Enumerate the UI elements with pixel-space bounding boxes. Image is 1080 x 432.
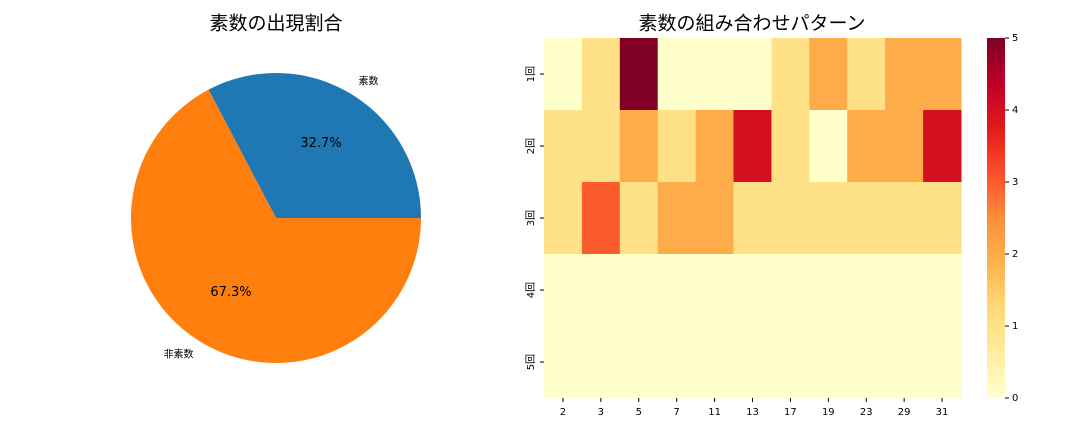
heatmap-cell [809,326,848,399]
colorbar-tick-label: 1 [1012,321,1018,332]
heatmap-cell [885,110,924,183]
x-tick-label: 13 [746,407,759,418]
y-tick-label: 1回 [525,66,537,82]
heatmap-cell [847,38,886,111]
y-tick-label: 4回 [525,282,537,298]
heatmap-cell [695,182,735,255]
heatmap-cell [847,110,886,183]
heatmap-cell [581,182,621,255]
heatmap-cell [809,254,848,327]
heatmap-cell [847,326,886,399]
x-tick-label: 23 [860,407,873,418]
heatmap-cell [695,254,735,327]
x-tick-label: 11 [708,407,721,418]
heatmap-cell [619,38,659,111]
heatmap-cell [695,326,735,399]
heatmap-cell [619,110,659,183]
x-tick-label: 29 [898,407,911,418]
heatmap-cell [733,326,772,399]
pie-slice [131,89,421,364]
heatmap-cell [695,110,735,183]
heatmap-cell [885,326,924,399]
heatmap-cell [847,254,886,327]
slice-label: 非素数 [164,348,194,361]
percent-label: 32.7% [300,136,341,151]
heatmap-cell [544,182,583,255]
colorbar-tick-label: 4 [1012,105,1018,116]
heatmap-cell [619,182,659,255]
heatmap-cell [847,182,886,255]
x-tick-label: 17 [784,407,797,418]
heatmap-cell [657,110,697,183]
heatmap-cell [809,38,848,111]
heatmap-cell [619,254,659,327]
heatmap-cell [619,326,659,399]
heatmap-cell [771,110,810,183]
heatmap-cell [581,38,621,111]
colorbar-tick-label: 0 [1012,393,1018,404]
heatmap-cell [544,38,583,111]
heatmap-cell [581,254,621,327]
pie-title: 素数の出現割合 [209,13,342,35]
heatmap-cell [544,326,583,399]
heatmap-cell [657,182,697,255]
x-tick-label: 2 [560,407,566,418]
colorbar-tick-label: 2 [1012,249,1018,260]
heatmap-cell [544,110,583,183]
heatmap-cell [923,182,962,255]
heatmap-cell [733,110,772,183]
heatmap-cell [733,38,772,111]
heatmap-cell [771,326,810,399]
heatmap-cell [923,110,962,183]
heatmap-cell [771,182,810,255]
heatmap-cell [695,38,735,111]
heatmap-cell [544,254,583,327]
colorbar [987,38,1005,398]
x-tick-label: 19 [822,407,835,418]
heatmap-cell [657,326,697,399]
heatmap-cell [657,254,697,327]
heatmap-cell [809,110,848,183]
heatmap-cell [771,38,810,111]
heatmap-cell [885,38,924,111]
percent-label: 67.3% [210,285,251,300]
y-tick-label: 3回 [525,210,537,226]
heatmap-cell [885,254,924,327]
heatmap-cell [657,38,697,111]
heatmap-cell [809,182,848,255]
heatmap-cell [771,254,810,327]
y-tick-label: 5回 [525,354,537,370]
heatmap-cell [923,254,962,327]
x-tick-label: 7 [673,407,679,418]
pie-slice [208,73,421,218]
colorbar-tick-label: 5 [1012,33,1018,44]
x-tick-label: 5 [636,407,642,418]
x-tick-label: 3 [598,407,604,418]
heatmap-cell [733,182,772,255]
heatmap-cell [923,326,962,399]
colorbar-tick-label: 3 [1012,177,1018,188]
y-tick-label: 2回 [525,138,537,154]
slice-label: 素数 [358,74,378,87]
heatmap-cell [923,38,962,111]
x-tick-label: 31 [936,407,949,418]
heatmap-cell [733,254,772,327]
heatmap-title: 素数の組み合わせパターン [638,13,865,35]
heatmap-cell [581,326,621,399]
heatmap-cell [581,110,621,183]
heatmap-cell [885,182,924,255]
